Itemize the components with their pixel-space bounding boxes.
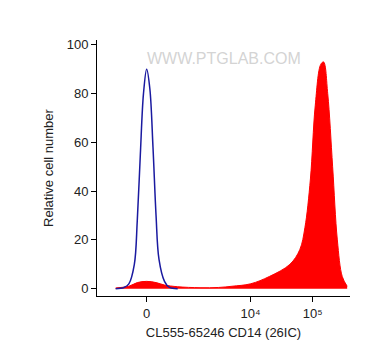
svg-text:10⁴: 10⁴ bbox=[241, 306, 261, 321]
svg-text:0: 0 bbox=[143, 306, 150, 321]
svg-text:20: 20 bbox=[74, 232, 88, 247]
svg-text:WWW.PTGLAB.COM: WWW.PTGLAB.COM bbox=[147, 50, 301, 67]
svg-text:100: 100 bbox=[67, 37, 89, 52]
svg-text:80: 80 bbox=[74, 86, 88, 101]
svg-text:40: 40 bbox=[74, 184, 88, 199]
svg-text:Relative cell number: Relative cell number bbox=[41, 108, 56, 226]
svg-text:60: 60 bbox=[74, 135, 88, 150]
svg-text:0: 0 bbox=[81, 281, 88, 296]
svg-text:10⁵: 10⁵ bbox=[303, 306, 323, 321]
svg-text:CL555-65246 CD14 (26IC): CL555-65246 CD14 (26IC) bbox=[146, 325, 301, 340]
